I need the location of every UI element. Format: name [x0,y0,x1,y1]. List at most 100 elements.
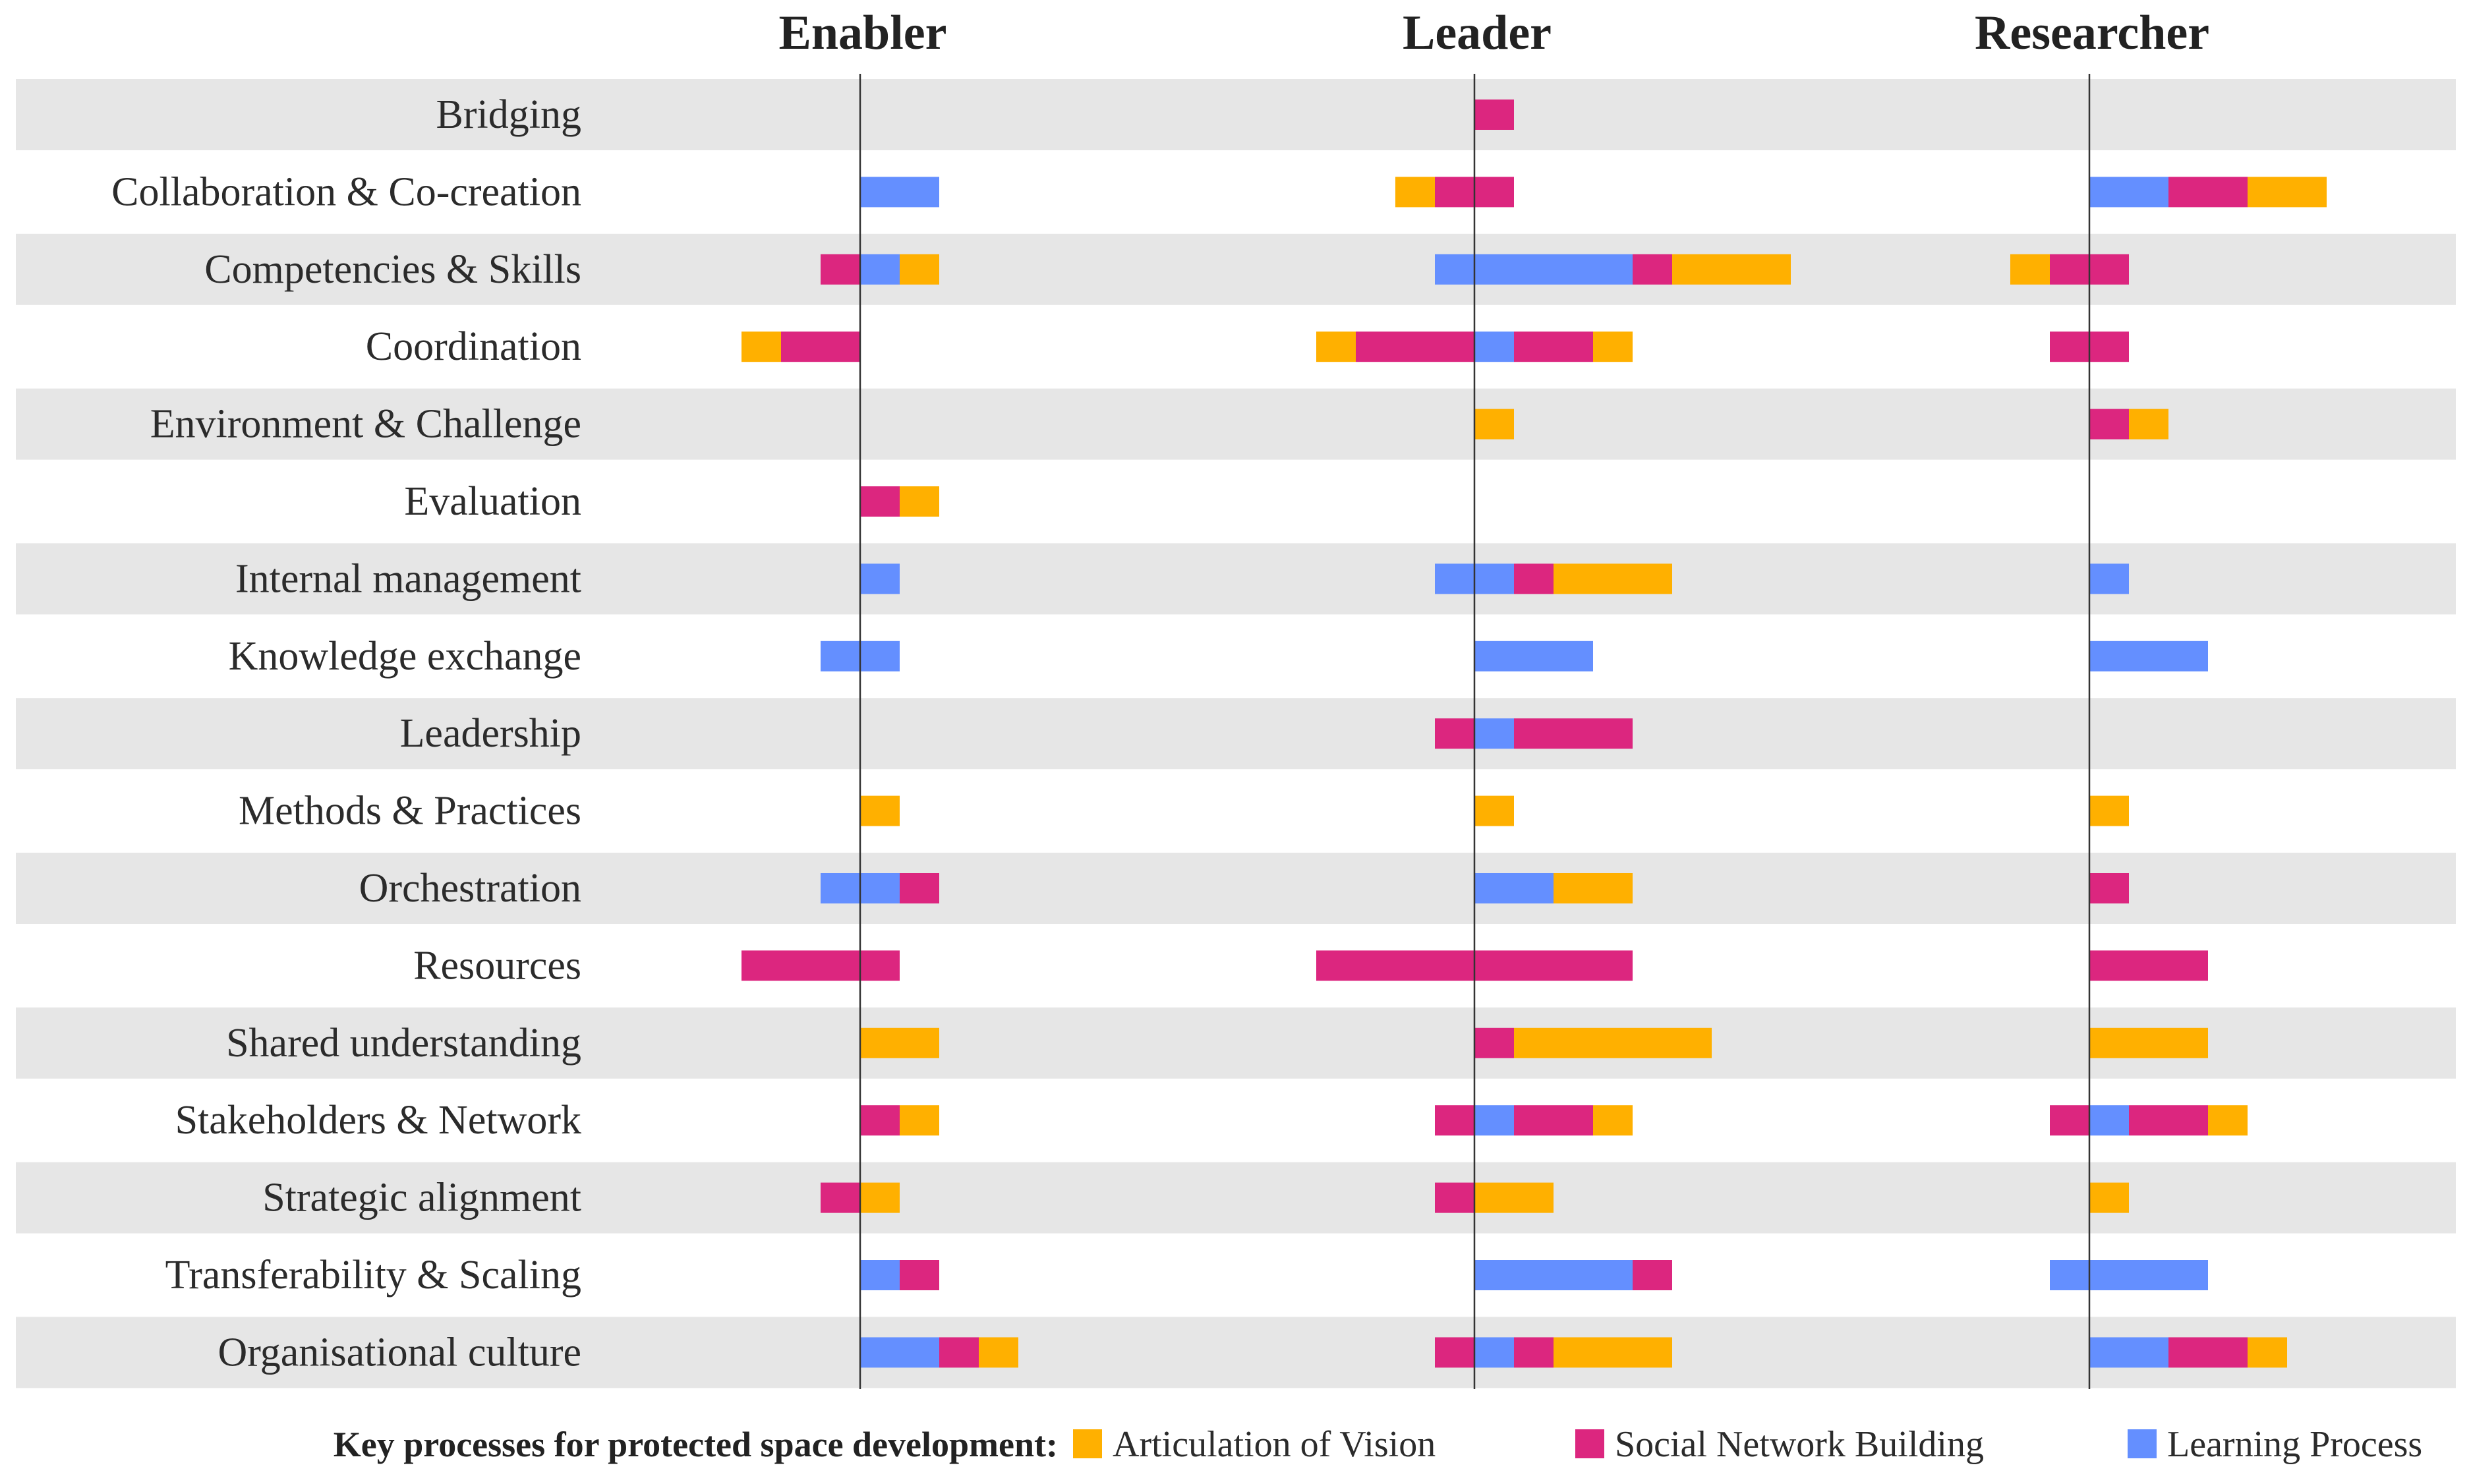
row-band [16,1317,2456,1388]
category-label-resources: Resources [413,943,581,988]
bar-enabler-organisational-culture-learning [860,1337,939,1368]
category-label-strategic-alignment: Strategic alignment [262,1176,581,1220]
bar-leader-transferability-and-scaling-learning [1474,1260,1633,1290]
bar-enabler-strategic-alignment-vision [860,1182,900,1213]
bar-enabler-competencies-and-skills-learning [860,254,900,285]
bar-leader-coordination-vision [1593,331,1633,362]
bar-segments [741,100,2327,1368]
panel-axes [859,74,2091,1389]
bar-researcher-knowledge-exchange-learning [2089,641,2208,671]
bar-leader-organisational-culture-vision [1554,1337,1672,1368]
bar-researcher-stakeholders-and-network-social [2050,1105,2089,1136]
bar-leader-competencies-and-skills-learning [1435,254,1633,285]
bar-researcher-transferability-and-scaling-learning [2050,1260,2208,1290]
bar-enabler-collaboration-and-co-creation-learning [860,177,939,208]
legend-label-vision: Articulation of Vision [1113,1424,1436,1465]
bar-researcher-environment-and-challenge-social [2089,409,2129,440]
bar-leader-organisational-culture-social [1435,1337,1474,1368]
panel-header-enabler: Enabler [779,6,947,60]
bar-leader-stakeholders-and-network-learning [1474,1105,1514,1136]
bar-enabler-transferability-and-scaling-learning [860,1260,900,1290]
bar-leader-orchestration-learning [1474,873,1554,903]
bar-enabler-internal-management-learning [860,563,900,594]
bar-researcher-resources-social [2089,950,2208,981]
bar-leader-stakeholders-and-network-vision [1593,1105,1633,1136]
bar-leader-methods-and-practices-vision [1474,795,1514,826]
category-label-competencies-and-skills: Competencies & Skills [204,247,581,292]
bar-leader-coordination-social [1514,331,1593,362]
legend-swatch-vision [1073,1429,1102,1458]
legend-label-learning: Learning Process [2167,1424,2422,1465]
bar-leader-transferability-and-scaling-social [1633,1260,1672,1290]
category-label-coordination: Coordination [366,324,581,369]
bar-leader-stakeholders-and-network-social [1435,1105,1474,1136]
bar-enabler-competencies-and-skills-vision [900,254,939,285]
category-label-leadership: Leadership [400,711,581,756]
bar-leader-organisational-culture-social [1514,1337,1554,1368]
panel-headers: Enabler Leader Researcher [779,6,2210,60]
bar-leader-organisational-culture-learning [1474,1337,1514,1368]
bar-enabler-competencies-and-skills-social [821,254,860,285]
category-label-collaboration-and-co-creation: Collaboration & Co-creation [111,169,581,214]
row-band [16,1007,2456,1079]
bar-enabler-strategic-alignment-social [821,1182,860,1213]
bar-enabler-shared-understanding-vision [860,1027,939,1058]
bar-enabler-coordination-vision [741,331,781,362]
row-band [16,388,2456,460]
bar-researcher-stakeholders-and-network-vision [2208,1105,2248,1136]
bar-researcher-orchestration-social [2089,873,2129,903]
bar-researcher-organisational-culture-learning [2089,1337,2168,1368]
category-label-organisational-culture: Organisational culture [218,1330,581,1375]
category-label-methods-and-practices: Methods & Practices [239,789,581,834]
bar-enabler-stakeholders-and-network-social [860,1105,900,1136]
bar-leader-strategic-alignment-social [1435,1182,1474,1213]
bar-leader-coordination-learning [1474,331,1514,362]
row-band [16,1162,2456,1234]
bar-researcher-strategic-alignment-vision [2089,1182,2129,1213]
bar-enabler-orchestration-social [900,873,939,903]
bar-enabler-evaluation-vision [900,486,939,517]
bar-enabler-organisational-culture-social [939,1337,979,1368]
legend-swatch-learning [2128,1429,2157,1458]
bar-enabler-organisational-culture-vision [979,1337,1018,1368]
bar-leader-coordination-social [1356,331,1474,362]
bar-enabler-methods-and-practices-vision [860,795,900,826]
bar-leader-shared-understanding-social [1474,1027,1514,1058]
panel-header-researcher: Researcher [1975,6,2209,60]
row-band [16,698,2456,770]
category-label-evaluation: Evaluation [404,479,581,524]
bar-leader-bridging-social [1474,100,1514,130]
bar-enabler-evaluation-social [860,486,900,517]
bar-leader-knowledge-exchange-learning [1474,641,1593,671]
category-label-bridging: Bridging [436,92,581,137]
bar-leader-competencies-and-skills-social [1633,254,1672,285]
bar-researcher-organisational-culture-social [2168,1337,2248,1368]
category-label-transferability-and-scaling: Transferability & Scaling [165,1253,581,1298]
bar-enabler-coordination-social [781,331,860,362]
legend-title: Key processes for protected space develo… [334,1425,1058,1464]
bar-leader-internal-management-social [1514,563,1554,594]
bar-researcher-collaboration-and-co-creation-social [2168,177,2248,208]
bar-researcher-collaboration-and-co-creation-vision [2248,177,2327,208]
bar-researcher-organisational-culture-vision [2248,1337,2287,1368]
row-band [16,853,2456,924]
legend-swatch-social [1575,1429,1604,1458]
bar-researcher-methods-and-practices-vision [2089,795,2129,826]
legend: Key processes for protected space develo… [334,1424,2423,1465]
panel-header-leader: Leader [1403,6,1552,60]
bar-leader-collaboration-and-co-creation-vision [1395,177,1435,208]
bar-leader-environment-and-challenge-vision [1474,409,1514,440]
bar-researcher-environment-and-challenge-vision [2129,409,2168,440]
bar-researcher-internal-management-learning [2089,563,2129,594]
bar-enabler-transferability-and-scaling-social [900,1260,939,1290]
category-label-stakeholders-and-network: Stakeholders & Network [175,1098,581,1143]
bar-leader-leadership-learning [1474,718,1514,749]
bar-researcher-stakeholders-and-network-learning [2089,1105,2129,1136]
bar-leader-shared-understanding-vision [1514,1027,1712,1058]
category-label-orchestration: Orchestration [359,866,581,911]
bar-leader-leadership-social [1514,718,1633,749]
bar-leader-strategic-alignment-vision [1474,1182,1554,1213]
bar-enabler-stakeholders-and-network-vision [900,1105,939,1136]
bar-leader-stakeholders-and-network-social [1514,1105,1593,1136]
